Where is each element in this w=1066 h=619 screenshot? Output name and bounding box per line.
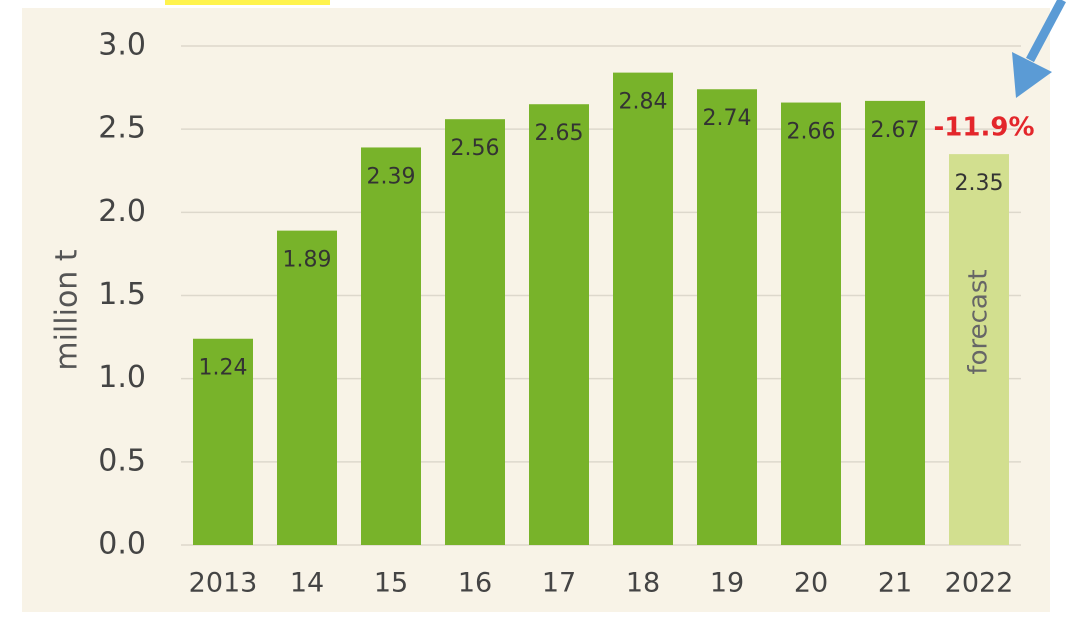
bar [277, 230, 337, 545]
x-tick-label: 2022 [945, 568, 1014, 599]
bar [361, 147, 421, 546]
value-label: 2.84 [619, 90, 668, 115]
value-label: 2.65 [535, 121, 584, 146]
y-tick-label: 3.0 [98, 28, 146, 63]
bar [613, 72, 673, 545]
value-label: 2.35 [955, 171, 1004, 196]
bar [697, 89, 757, 545]
x-tick-label: 2013 [189, 568, 258, 599]
y-axis-label: million t [50, 249, 85, 370]
bar [445, 119, 505, 545]
y-tick-label: 0.5 [98, 443, 146, 478]
y-tick-label: 2.5 [98, 111, 146, 146]
x-tick-label: 20 [794, 568, 828, 599]
y-tick-label: 2.0 [98, 194, 146, 229]
y-tick-label: 1.5 [98, 277, 146, 312]
bar [529, 104, 589, 545]
value-label: 1.89 [283, 248, 332, 273]
x-tick-label: 17 [542, 568, 576, 599]
y-tick-label: 0.0 [98, 527, 146, 562]
x-tick-label: 16 [458, 568, 492, 599]
x-tick-label: 14 [290, 568, 324, 599]
bar [781, 102, 841, 545]
change-annotation: -11.9% [934, 113, 1035, 143]
arrow [1012, 0, 1066, 98]
bar [193, 338, 253, 545]
forecast-annotation: forecast [964, 269, 994, 374]
value-label: 2.39 [367, 164, 416, 189]
bar [949, 154, 1009, 545]
x-tick-label: 21 [878, 568, 912, 599]
value-label: 2.66 [787, 120, 836, 145]
value-label: 2.74 [703, 106, 752, 131]
value-label: 2.56 [451, 136, 500, 161]
x-tick-label: 18 [626, 568, 660, 599]
value-label: 2.67 [871, 118, 920, 143]
value-label: 1.24 [199, 356, 248, 381]
y-tick-label: 1.0 [98, 360, 146, 395]
bar [865, 100, 925, 545]
highlight [165, 0, 330, 5]
x-tick-label: 19 [710, 568, 744, 599]
x-tick-label: 15 [374, 568, 408, 599]
